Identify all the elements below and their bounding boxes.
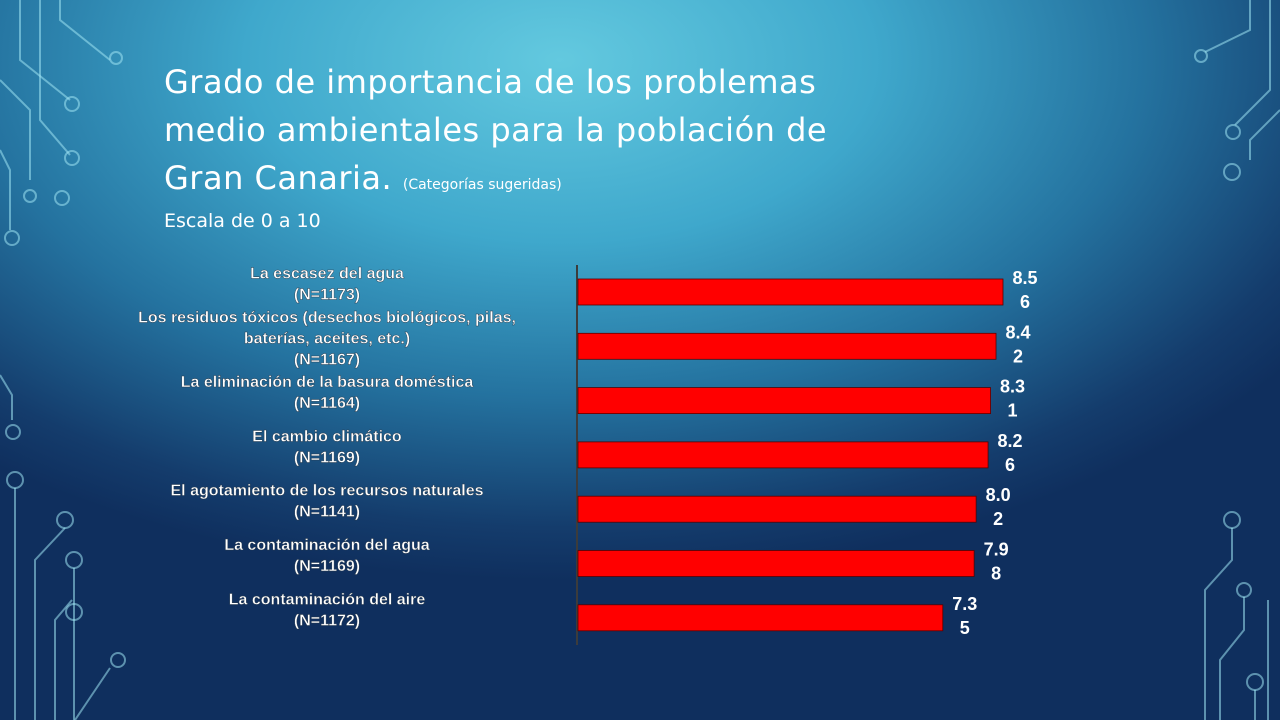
data-label-1-part-1: 8.5 [1012,268,1037,288]
category-label-3-line-1: La eliminación de la basura doméstica [181,374,474,391]
data-label-7-part-2: 5 [960,618,970,638]
category-label-6-line-1: La contaminación del agua [224,537,429,554]
title-note: (Categorías sugeridas) [402,177,562,193]
data-label-5-part-2: 2 [993,509,1003,529]
category-label-1-line-1: La escasez del agua [250,266,404,283]
data-label-6-part-1: 7.9 [984,540,1009,560]
title-line-2: medio ambientales para la población de [164,111,828,149]
category-label-4-line-1: El cambio climático [252,428,402,445]
bar-4 [577,441,989,469]
data-label-7-part-1: 7.3 [952,594,977,614]
bar-2 [577,332,997,360]
category-label-5-line-1: El agotamiento de los recursos naturales [171,483,484,500]
bar-1 [577,278,1004,306]
data-label-2-part-2: 2 [1013,346,1023,366]
data-label-2-part-1: 8.4 [1006,322,1031,342]
category-label-2-line-2: baterías, aceites, etc.) [244,330,410,347]
title-line-3-text: Gran Canaria. [164,159,393,197]
bar-7 [577,604,944,632]
title-line-1: Grado de importancia de los problemas [164,63,817,101]
category-label-4-line-2: (N=1169) [294,449,360,466]
data-label-3-part-2: 1 [1008,401,1018,421]
data-label-5-part-1: 8.0 [986,485,1011,505]
category-label-7-line-1: La contaminación del aire [229,591,426,608]
bar-3 [577,387,991,415]
slide-title: Grado de importancia de los problemas me… [164,58,924,209]
bar-5 [577,495,977,523]
category-label-2-line-1: Los residuos tóxicos (desechos biológico… [138,309,516,326]
data-label-3-part-1: 8.3 [1000,377,1025,397]
category-label-5-line-2: (N=1141) [294,504,360,521]
data-label-6-part-2: 8 [991,564,1001,584]
category-label-6-line-2: (N=1169) [294,558,360,575]
data-label-4-part-1: 8.2 [998,431,1023,451]
data-label-4-part-2: 6 [1005,455,1015,475]
bar-6 [577,550,975,577]
data-label-1-part-2: 6 [1020,292,1030,312]
category-label-7-line-2: (N=1172) [294,612,360,629]
title-line-3: Gran Canaria. (Categorías sugeridas) [164,154,924,209]
category-label-2-line-3: (N=1167) [294,351,360,368]
category-label-1-line-2: (N=1173) [294,287,360,304]
scale-subtitle: Escala de 0 a 10 [164,210,321,232]
category-label-3-line-2: (N=1164) [294,395,360,412]
